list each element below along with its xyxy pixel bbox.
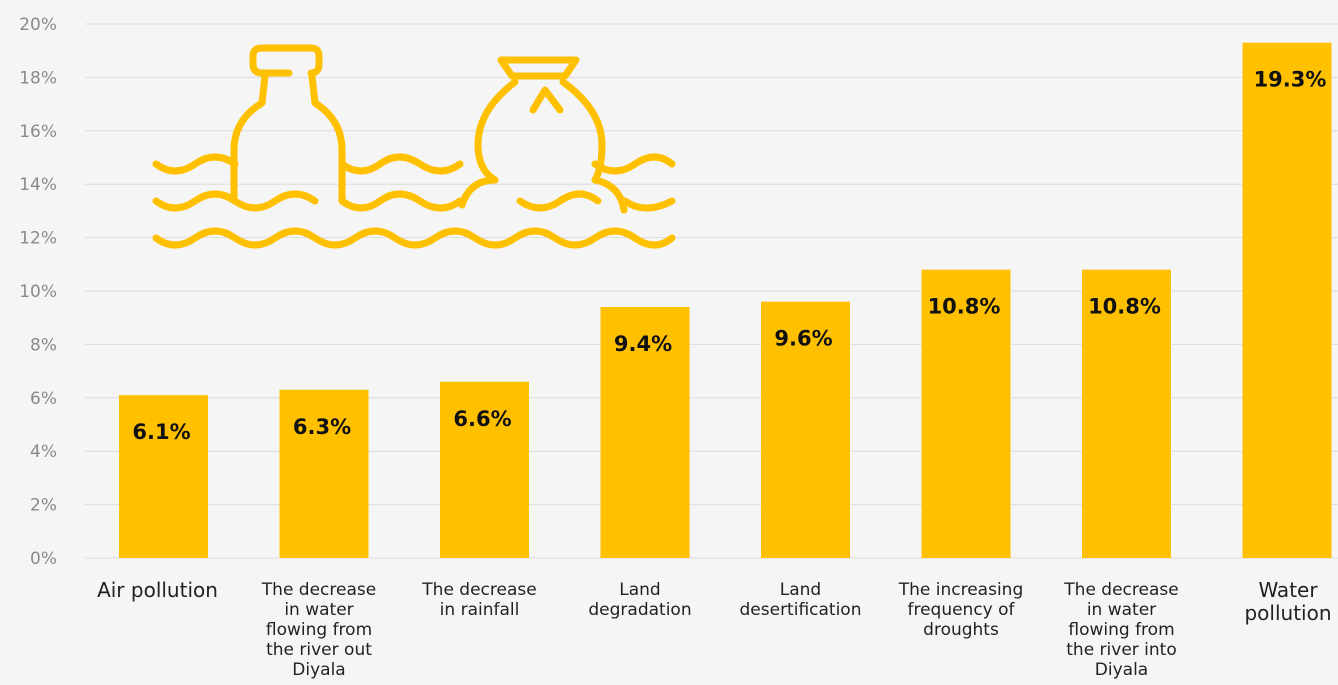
category-label-line: desertification: [740, 600, 862, 620]
category-label: The increasing frequency of droughts: [898, 580, 1024, 640]
category-label-line: the river into: [1066, 640, 1177, 660]
category-label-line: The increasing: [898, 580, 1024, 600]
category-label-line: frequency of: [907, 600, 1015, 620]
y-tick-label: 14%: [19, 175, 57, 195]
y-tick-label: 6%: [30, 389, 57, 409]
category-label-line: The decrease: [1063, 580, 1178, 600]
category-label-line: flowing from: [1068, 620, 1174, 640]
category-label-line: Air pollution: [97, 578, 218, 602]
category-label: The decrease in water flowing from the rive…: [261, 580, 376, 680]
data-label: 6.1%: [132, 420, 190, 444]
data-label: 6.6%: [453, 407, 511, 431]
category-label-line: degradation: [588, 600, 691, 620]
data-label: 19.3%: [1254, 68, 1327, 92]
category-label-line: in rainfall: [440, 600, 520, 620]
y-tick-label: 4%: [30, 442, 57, 462]
category-label-line: The decrease: [421, 580, 536, 600]
bar: [1243, 43, 1332, 558]
y-tick-label: 0%: [30, 549, 57, 569]
category-label-line: Water: [1258, 578, 1318, 602]
y-tick-label: 20%: [19, 15, 57, 35]
category-label-line: Land: [780, 580, 821, 600]
category-label-line: The decrease: [261, 580, 376, 600]
category-label: The decrease in water flowing from the rive…: [1063, 580, 1178, 680]
y-tick-label: 12%: [19, 229, 57, 249]
y-tick-label: 16%: [19, 122, 57, 142]
category-label-line: Diyala: [1095, 660, 1148, 680]
y-tick-label: 18%: [19, 68, 57, 88]
data-label: 9.6%: [774, 327, 832, 351]
category-labels: Air pollution The decrease in water flowing…: [97, 578, 1331, 680]
category-label-line: pollution: [1244, 601, 1331, 625]
data-label: 9.4%: [614, 332, 672, 356]
data-label: 6.3%: [293, 415, 351, 439]
category-label-line: in water: [284, 600, 353, 620]
category-label: The decrease in rainfall: [421, 580, 536, 620]
category-label-line: Diyala: [292, 660, 345, 680]
y-axis-ticks: 0% 2% 4% 6% 8% 10% 12% 14% 16% 18% 20%: [19, 15, 57, 569]
category-label: Land desertification: [740, 580, 862, 620]
category-label-line: in water: [1087, 600, 1156, 620]
category-label-line: Land: [619, 580, 660, 600]
category-label: Air pollution: [97, 578, 218, 602]
category-label-line: droughts: [923, 620, 999, 640]
data-label: 10.8%: [1088, 295, 1161, 319]
y-tick-label: 8%: [30, 335, 57, 355]
category-label: Land degradation: [588, 580, 691, 620]
category-label-line: the river out: [266, 640, 372, 660]
data-label: 10.8%: [928, 295, 1001, 319]
category-label-line: flowing from: [266, 620, 372, 640]
y-tick-label: 2%: [30, 496, 57, 516]
y-tick-label: 10%: [19, 282, 57, 302]
category-label: Water pollution: [1244, 578, 1331, 625]
